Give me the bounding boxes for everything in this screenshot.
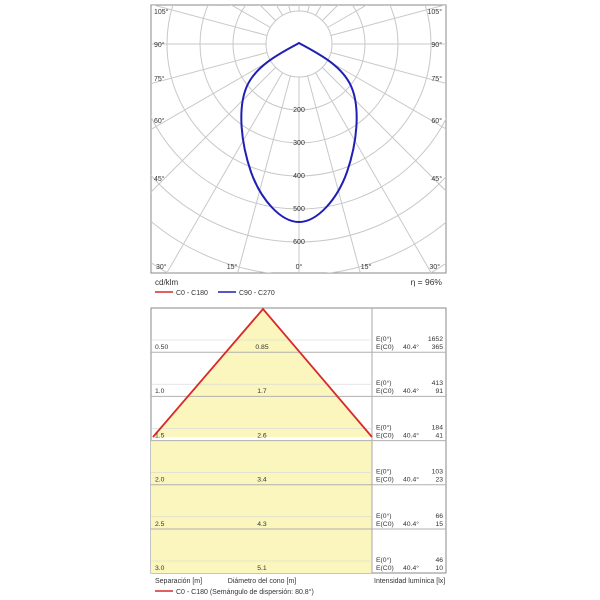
cone-row: 2.0 3.4 E(0°) 103 E(C0) 40.4° 23 (155, 468, 443, 484)
diameter-value: 4.3 (257, 521, 267, 528)
e0-label: E(0°) (376, 423, 392, 431)
ec0-value: 91 (435, 388, 443, 395)
legend-label-c90: C90 - C270 (239, 290, 275, 297)
ec0-value: 10 (435, 565, 443, 572)
angle-label-right-105: 105° (428, 8, 443, 16)
angle-value: 40.4° (403, 431, 419, 439)
polar-spoke (166, 72, 283, 273)
ec0-label: E(C0) (376, 344, 394, 351)
angle-label-right-75: 75° (431, 75, 442, 83)
unit-label: cd/klm (155, 278, 178, 287)
cone-row: 3.0 5.1 E(0°) 46 E(C0) 40.4° 10 (155, 556, 443, 572)
separation-value: 1.0 (155, 388, 165, 395)
e0-value: 1652 (428, 336, 443, 343)
angle-label-left-60: 60° (154, 117, 165, 125)
cone-row: 0.50 0.85 E(0°) 1652 E(C0) 40.4° 365 (155, 335, 443, 351)
angle-value: 40.4° (403, 520, 419, 528)
polar-spoke (330, 52, 446, 84)
polar-spoke (151, 60, 271, 131)
angle-value: 40.4° (403, 343, 419, 351)
bottom-label-0: 0° (296, 263, 303, 271)
diameter-value: 2.6 (257, 432, 267, 439)
e0-label: E(0°) (376, 556, 392, 564)
cone-row: 2.5 4.3 E(0°) 66 E(C0) 40.4° 15 (155, 512, 443, 528)
diameter-footer: Diámetro del cono [m] (228, 578, 297, 585)
radial-label-600: 600 (293, 239, 305, 246)
e0-value: 46 (435, 557, 443, 564)
angle-label-right-90: 90° (431, 41, 442, 49)
ec0-label: E(C0) (376, 477, 394, 484)
radial-label-300: 300 (293, 140, 305, 147)
efficiency-label: η = 96% (411, 277, 443, 287)
bottom-label-left-15: 15° (227, 263, 238, 271)
separation-value: 2.5 (155, 521, 165, 528)
polar-spoke (330, 5, 446, 36)
angle-label-right-30: 30° (429, 263, 440, 271)
e0-value: 184 (432, 424, 444, 431)
ec0-label: E(C0) (376, 565, 394, 572)
polar-grid (151, 5, 446, 273)
cone-legend-label: C0 - C180 (Semángulo de dispersión: 80.8… (176, 588, 314, 596)
cone-grid (151, 339, 446, 562)
diameter-value: 3.4 (257, 477, 267, 484)
polar-spoke (151, 52, 268, 85)
polar-spoke (321, 66, 446, 192)
ec0-value: 41 (435, 432, 443, 439)
angle-label-right-45: 45° (431, 175, 442, 183)
radial-label-500: 500 (293, 206, 305, 213)
cone-row: 1.0 1.7 E(0°) 413 E(C0) 40.4° 91 (155, 379, 443, 395)
cone-edge-line (152, 307, 373, 438)
angle-value: 40.4° (403, 476, 419, 484)
ec0-value: 23 (435, 477, 443, 484)
separation-footer: Separación [m] (155, 578, 202, 585)
separation-value: 2.0 (155, 477, 165, 484)
ec0-value: 15 (435, 521, 443, 528)
e0-value: 413 (432, 380, 444, 387)
separation-value: 1.5 (155, 432, 165, 439)
radial-label-200: 200 (293, 107, 305, 114)
e0-label: E(0°) (376, 379, 392, 387)
e0-label: E(0°) (376, 512, 392, 520)
diameter-value: 1.7 (257, 388, 267, 395)
polar-diagram: 105° 90° 75° 60° 45° 30° 105° 90° 75° 60… (150, 4, 447, 274)
cone-diagram: 0.50 0.85 E(0°) 1652 E(C0) 40.4° 365 1.0 1.7 E(0°… (150, 307, 447, 574)
intensity-footer: Intensidad lumínica [lx] (374, 578, 445, 585)
polar-spoke (315, 72, 432, 273)
angle-label-left-30: 30° (156, 263, 167, 271)
cone-rows: 0.50 0.85 E(0°) 1652 E(C0) 40.4° 365 1.0 1.7 E(0°… (155, 335, 443, 572)
polar-spoke (327, 60, 446, 130)
ec0-value: 365 (432, 344, 444, 351)
angle-value: 40.4° (403, 564, 419, 572)
ec0-label: E(C0) (376, 432, 394, 439)
angle-label-left-75: 75° (154, 75, 165, 83)
polar-spoke (237, 75, 291, 273)
polar-spoke (307, 75, 361, 273)
ec0-label: E(C0) (376, 388, 394, 395)
legend-label-c0: C0 - C180 (176, 290, 208, 297)
separation-value: 3.0 (155, 565, 165, 572)
diameter-value: 5.1 (257, 565, 267, 572)
radial-label-400: 400 (293, 173, 305, 180)
angle-label-right-60: 60° (431, 117, 442, 125)
diameter-value: 0.85 (255, 344, 268, 351)
e0-value: 66 (435, 513, 443, 520)
angle-label-left-105: 105° (154, 8, 169, 16)
separation-value: 0.50 (155, 344, 168, 351)
e0-label: E(0°) (376, 468, 392, 476)
angle-label-left-45: 45° (154, 175, 165, 183)
cone-triangle-fill (153, 309, 372, 437)
e0-label: E(0°) (376, 335, 392, 343)
bottom-label-right-15: 15° (361, 263, 372, 271)
angle-label-left-90: 90° (154, 41, 165, 49)
polar-spoke (151, 66, 277, 193)
cone-row: 1.5 2.6 E(0°) 184 E(C0) 40.4° 41 (155, 423, 443, 439)
polar-spoke (151, 5, 268, 36)
c90-c270-curve (240, 41, 358, 224)
cone-lower-fill (151, 440, 372, 573)
e0-value: 103 (432, 469, 444, 476)
ec0-label: E(C0) (376, 521, 394, 528)
angle-value: 40.4° (403, 387, 419, 395)
